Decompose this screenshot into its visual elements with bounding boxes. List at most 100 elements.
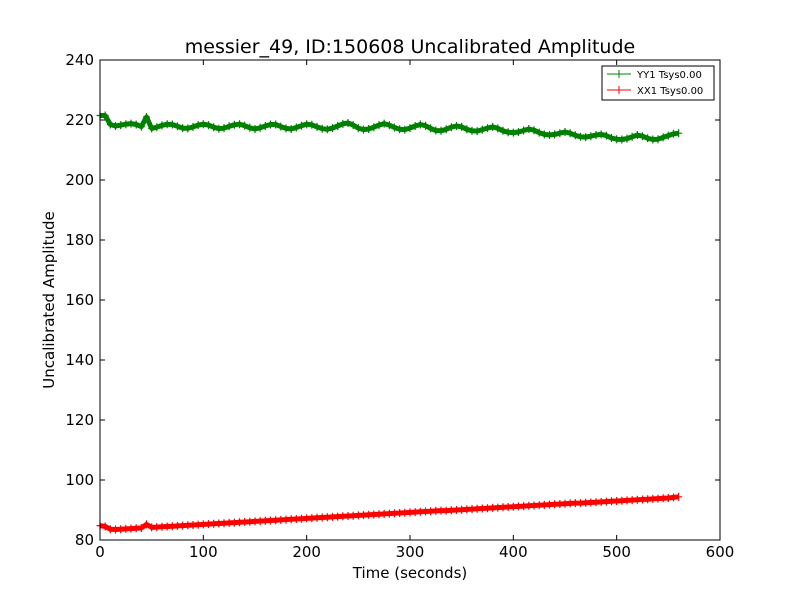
chart-title: messier_49, ID:150608 Uncalibrated Ampli…: [185, 36, 635, 58]
data-point: [210, 123, 218, 132]
data-point: [205, 121, 212, 130]
data-point: [117, 121, 125, 130]
y-tick-label: 80: [75, 531, 94, 549]
data-point: [354, 124, 362, 133]
data-point: [127, 119, 135, 128]
data-point: [566, 129, 574, 138]
x-tick-label: 100: [189, 543, 218, 561]
y-axis-label: Uncalibrated Amplitude: [40, 211, 58, 388]
data-point: [644, 134, 652, 143]
data-point: [654, 135, 662, 144]
data-point: [344, 119, 352, 127]
data-point: [184, 124, 192, 133]
data-point: [241, 121, 249, 130]
data-point: [298, 121, 305, 130]
data-point: [303, 120, 311, 129]
y-tick-label: 120: [65, 411, 94, 429]
data-point: [174, 122, 181, 131]
data-point: [530, 126, 538, 135]
data-point: [582, 133, 590, 142]
data-point: [101, 111, 109, 120]
data-point: [189, 122, 197, 131]
data-point: [292, 123, 300, 132]
data-point: [137, 122, 145, 131]
legend-label: YY1 Tsys0.00: [636, 70, 702, 81]
data-point: [520, 126, 528, 135]
data-point: [334, 122, 342, 130]
data-point: [675, 129, 683, 138]
legend-marker: [607, 86, 631, 94]
series-0: [96, 111, 683, 144]
data-point: [442, 125, 450, 134]
data-point: [225, 122, 233, 131]
data-point: [525, 125, 533, 133]
data-point: [623, 134, 631, 143]
data-point: [406, 124, 414, 133]
data-point: [370, 123, 378, 132]
data-point: [272, 120, 280, 129]
data-point: [499, 126, 507, 135]
data-point: [365, 125, 373, 133]
data-point: [329, 124, 336, 133]
data-point: [137, 524, 145, 532]
x-tick-label: 400: [499, 543, 528, 561]
legend: YY1 Tsys0.00 XX1 Tsys0.00: [601, 65, 715, 101]
data-point: [608, 134, 615, 142]
plot-frame: [99, 59, 721, 541]
y-tick-label: 180: [65, 231, 94, 249]
data-point: [494, 124, 502, 133]
data-point: [287, 125, 295, 133]
x-tick-label: 500: [602, 543, 631, 561]
data-point: [453, 122, 460, 130]
data-point: [659, 133, 667, 142]
data-point: [143, 113, 150, 121]
data-point: [571, 131, 579, 140]
legend-label: XX1 Tsys0.00: [637, 86, 703, 97]
data-point: [261, 122, 269, 130]
data-point: [535, 128, 543, 137]
data-point: [375, 121, 383, 130]
data-point: [246, 123, 254, 132]
data-point: [313, 122, 321, 131]
axes-layer: 0 100 200 300 400 500 600 80 100 120 140 160 180 200 2…: [65, 51, 734, 561]
series-1: [96, 492, 683, 534]
data-point: [427, 124, 435, 133]
data-point: [473, 127, 481, 136]
data-point: [251, 125, 259, 133]
data-point: [101, 522, 109, 531]
data-point: [664, 131, 672, 140]
data-point: [256, 123, 264, 132]
data-point: [551, 130, 559, 139]
y-tick-label: 100: [65, 471, 94, 489]
y-tick-label: 200: [65, 171, 94, 189]
y-tick-label: 160: [65, 291, 94, 309]
data-point: [385, 121, 393, 130]
x-tick-label: 300: [396, 543, 425, 561]
data-point: [106, 120, 114, 129]
x-tick-label: 200: [292, 543, 321, 561]
data-point: [447, 123, 455, 132]
data-point: [633, 131, 641, 139]
data-point: [597, 130, 605, 139]
data-point: [602, 131, 610, 140]
data-point: [339, 119, 347, 128]
data-point: [199, 120, 207, 129]
data-point: [153, 123, 161, 132]
data-point: [220, 124, 228, 133]
data-point: [411, 122, 419, 130]
data-point: [236, 120, 243, 129]
data-point: [437, 126, 445, 135]
data-point: [401, 125, 409, 134]
data-point: [484, 124, 491, 133]
data-point: [158, 121, 166, 130]
data-point: [308, 120, 316, 129]
y-tick-label: 140: [65, 351, 94, 369]
data-point: [380, 119, 388, 128]
data-point: [391, 123, 398, 132]
data-point: [112, 122, 119, 130]
y-tick-label: 240: [65, 51, 94, 69]
data-point: [515, 128, 522, 136]
data-point: [323, 125, 331, 134]
data-point: [168, 120, 176, 129]
data-point: [416, 120, 424, 129]
